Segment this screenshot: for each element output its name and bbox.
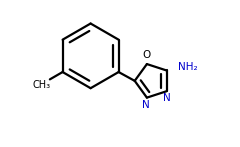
Text: N: N [163,93,171,103]
Text: O: O [143,50,151,60]
Text: NH₂: NH₂ [178,62,197,72]
Text: N: N [142,100,150,110]
Text: CH₃: CH₃ [32,80,51,90]
